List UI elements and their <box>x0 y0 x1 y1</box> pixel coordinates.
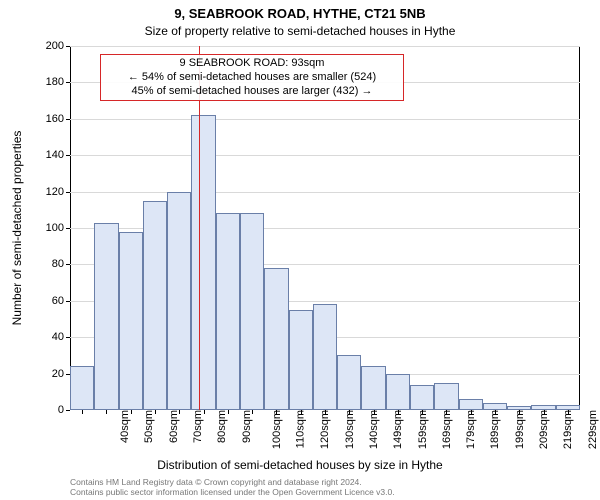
x-tick <box>471 410 472 414</box>
annotation-line-3: 45% of semi-detached houses are larger (… <box>107 85 397 99</box>
y-tick-label: 200 <box>24 40 64 52</box>
x-tick-label: 90sqm <box>241 410 253 443</box>
x-tick-label: 179sqm <box>465 410 477 449</box>
x-tick <box>82 410 83 414</box>
y-tick-label: 60 <box>24 295 64 307</box>
y-tick-label: 160 <box>24 113 64 125</box>
histogram-bar <box>240 213 264 410</box>
y-tick-label: 80 <box>24 258 64 270</box>
y-tick-label: 180 <box>24 76 64 88</box>
y-tick-label: 20 <box>24 368 64 380</box>
annotation-line-1: 9 SEABROOK ROAD: 93sqm <box>107 57 397 71</box>
histogram-bar <box>216 213 240 410</box>
y-tick <box>66 155 70 156</box>
x-tick-label: 100sqm <box>271 410 283 449</box>
x-tick <box>301 410 302 414</box>
x-tick-label: 70sqm <box>192 410 204 443</box>
x-tick <box>495 410 496 414</box>
x-tick <box>276 410 277 414</box>
x-tick <box>349 410 350 414</box>
annotation-line-2: ← 54% of semi-detached houses are smalle… <box>107 71 397 85</box>
x-tick-label: 159sqm <box>417 410 429 449</box>
x-tick-label: 120sqm <box>320 410 332 449</box>
y-tick <box>66 46 70 47</box>
x-tick <box>228 410 229 414</box>
y-tick-label: 40 <box>24 331 64 343</box>
x-tick-label: 169sqm <box>441 410 453 449</box>
annotation-box: 9 SEABROOK ROAD: 93sqm ← 54% of semi-det… <box>100 54 404 101</box>
histogram-bar <box>459 399 483 410</box>
histogram-bar <box>94 223 118 410</box>
x-tick <box>131 410 132 414</box>
histogram-bar <box>337 355 361 410</box>
y-tick <box>66 82 70 83</box>
x-tick <box>179 410 180 414</box>
x-tick-label: 140sqm <box>368 410 380 449</box>
histogram-bar <box>313 304 337 410</box>
x-tick-label: 199sqm <box>514 410 526 449</box>
histogram-bar <box>191 115 215 410</box>
chart-container: { "chart": { "type": "histogram", "title… <box>0 0 600 500</box>
x-tick <box>446 410 447 414</box>
x-tick <box>106 410 107 414</box>
x-tick-label: 219sqm <box>562 410 574 449</box>
x-tick-label: 149sqm <box>392 410 404 449</box>
x-tick <box>422 410 423 414</box>
x-tick <box>325 410 326 414</box>
histogram-bar <box>483 403 507 410</box>
footer-line: Contains public sector information licen… <box>70 488 395 498</box>
histogram-bar <box>143 201 167 410</box>
chart-title: 9, SEABROOK ROAD, HYTHE, CT21 5NB <box>0 6 600 21</box>
y-tick <box>66 192 70 193</box>
x-tick <box>204 410 205 414</box>
x-tick-label: 189sqm <box>490 410 502 449</box>
gridline <box>70 119 580 120</box>
y-tick <box>66 119 70 120</box>
x-tick <box>374 410 375 414</box>
x-tick <box>398 410 399 414</box>
histogram-bar <box>361 366 385 410</box>
x-tick-label: 209sqm <box>538 410 550 449</box>
x-tick-label: 130sqm <box>344 410 356 449</box>
histogram-bar <box>167 192 191 410</box>
x-tick <box>519 410 520 414</box>
gridline <box>70 155 580 156</box>
y-tick-label: 140 <box>24 149 64 161</box>
histogram-bar <box>386 374 410 410</box>
x-tick <box>252 410 253 414</box>
y-tick <box>66 374 70 375</box>
gridline <box>70 192 580 193</box>
chart-subtitle: Size of property relative to semi-detach… <box>0 24 600 38</box>
histogram-bar <box>70 366 94 410</box>
histogram-bar <box>289 310 313 410</box>
y-axis-label: Number of semi-detached properties <box>10 131 24 326</box>
y-tick <box>66 264 70 265</box>
y-tick <box>66 337 70 338</box>
x-tick <box>568 410 569 414</box>
gridline <box>70 46 580 47</box>
y-tick-label: 100 <box>24 222 64 234</box>
x-tick-label: 110sqm <box>294 410 306 448</box>
y-tick <box>66 410 70 411</box>
y-tick <box>66 228 70 229</box>
x-tick-label: 40sqm <box>119 410 131 443</box>
x-tick-label: 50sqm <box>143 410 155 443</box>
y-tick-label: 120 <box>24 186 64 198</box>
footer-attribution: Contains HM Land Registry data © Crown c… <box>70 478 395 498</box>
y-tick <box>66 301 70 302</box>
x-tick <box>544 410 545 414</box>
histogram-bar <box>119 232 143 410</box>
histogram-bar <box>434 383 458 410</box>
histogram-bar <box>264 268 288 410</box>
x-axis-label: Distribution of semi-detached houses by … <box>0 458 600 472</box>
x-tick <box>155 410 156 414</box>
x-tick-label: 229sqm <box>587 410 599 449</box>
x-tick-label: 60sqm <box>168 410 180 443</box>
x-tick-label: 80sqm <box>216 410 228 443</box>
histogram-bar <box>410 385 434 410</box>
y-tick-label: 0 <box>24 404 64 416</box>
